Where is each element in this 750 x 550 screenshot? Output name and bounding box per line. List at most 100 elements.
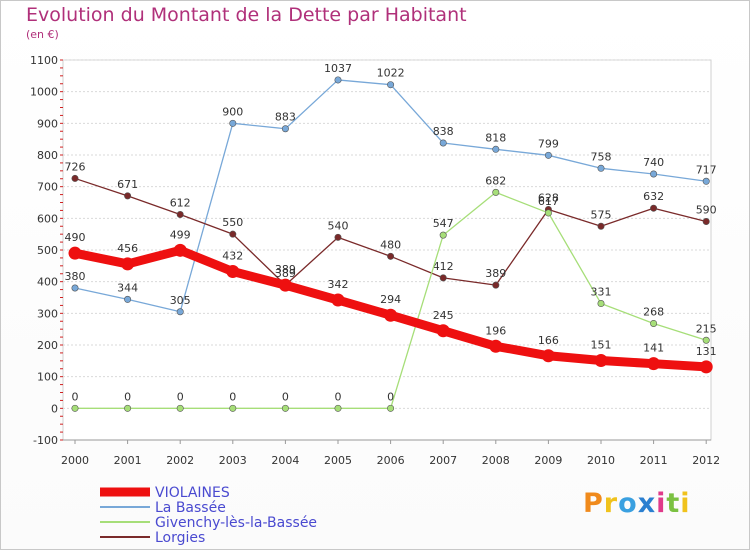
data-label-la-bass-e: 740	[643, 156, 664, 169]
data-point-violaines	[68, 246, 82, 260]
legend-label-givenchy-l-s-la-bass-e: Givenchy-lès-la-Bassée	[155, 515, 317, 531]
y-tick-label: 300	[37, 307, 58, 320]
data-point-givenchy-l-s-la-bass-e	[124, 404, 132, 412]
x-tick-label: 2002	[166, 454, 194, 467]
y-tick-label: 0	[51, 402, 58, 415]
chart-unit: (en €)	[26, 28, 59, 41]
data-label-lorgies: 550	[222, 216, 243, 229]
data-label-violaines: 499	[170, 228, 191, 241]
data-point-lorgies	[334, 233, 342, 241]
data-point-la-bass-e	[650, 170, 658, 178]
data-label-la-bass-e: 1022	[377, 67, 405, 80]
data-point-la-bass-e	[387, 81, 395, 89]
data-label-lorgies: 590	[696, 204, 717, 217]
data-point-lorgies	[71, 174, 79, 182]
data-point-la-bass-e	[439, 139, 447, 147]
data-label-givenchy-l-s-la-bass-e: 0	[124, 390, 131, 403]
data-point-la-bass-e	[492, 145, 500, 153]
data-label-la-bass-e: 717	[696, 163, 717, 176]
x-tick-label: 2010	[587, 454, 615, 467]
proxiti-logo: Proxiti	[583, 488, 691, 519]
data-point-la-bass-e	[71, 284, 79, 292]
y-tick-label: 1100	[30, 54, 58, 67]
data-point-violaines	[331, 293, 345, 307]
data-point-givenchy-l-s-la-bass-e	[650, 319, 658, 327]
data-point-violaines	[541, 349, 555, 363]
data-point-violaines	[278, 278, 292, 292]
data-point-givenchy-l-s-la-bass-e	[334, 404, 342, 412]
data-point-lorgies	[702, 218, 710, 226]
data-point-lorgies	[439, 274, 447, 282]
data-point-givenchy-l-s-la-bass-e	[71, 404, 79, 412]
data-label-lorgies: 575	[591, 208, 612, 221]
data-label-violaines: 131	[696, 345, 717, 358]
x-tick-label: 2001	[114, 454, 142, 467]
data-point-givenchy-l-s-la-bass-e	[281, 404, 289, 412]
y-tick-label: 400	[37, 276, 58, 289]
data-point-givenchy-l-s-la-bass-e	[387, 404, 395, 412]
data-point-violaines	[173, 243, 187, 257]
data-label-violaines: 151	[591, 339, 612, 352]
y-tick-label: 500	[37, 244, 58, 257]
data-label-lorgies: 671	[117, 178, 138, 191]
y-tick-label: 900	[37, 117, 58, 130]
data-point-la-bass-e	[229, 119, 237, 127]
data-label-lorgies: 632	[643, 190, 664, 203]
data-point-lorgies	[650, 204, 658, 212]
data-label-lorgies: 540	[328, 219, 349, 232]
data-label-violaines: 196	[485, 324, 506, 337]
data-label-givenchy-l-s-la-bass-e: 682	[485, 174, 506, 187]
data-label-la-bass-e: 344	[117, 281, 138, 294]
data-point-la-bass-e	[597, 164, 605, 172]
x-tick-label: 2006	[377, 454, 405, 467]
data-label-givenchy-l-s-la-bass-e: 0	[177, 390, 184, 403]
data-label-la-bass-e: 799	[538, 137, 559, 150]
data-point-violaines	[384, 308, 398, 322]
data-point-la-bass-e	[281, 125, 289, 133]
y-tick-label: 100	[37, 371, 58, 384]
chart-title: Evolution du Montant de la Dette par Hab…	[26, 4, 467, 26]
data-label-lorgies: 389	[485, 267, 506, 280]
data-label-la-bass-e: 305	[170, 294, 191, 307]
data-label-violaines: 432	[222, 250, 243, 263]
data-point-givenchy-l-s-la-bass-e	[176, 404, 184, 412]
data-label-givenchy-l-s-la-bass-e: 617	[538, 195, 559, 208]
data-label-violaines: 294	[380, 293, 401, 306]
data-point-violaines	[226, 265, 240, 279]
y-tick-label: 800	[37, 149, 58, 162]
data-point-lorgies	[176, 211, 184, 219]
y-tick-label: 700	[37, 181, 58, 194]
data-label-givenchy-l-s-la-bass-e: 331	[591, 286, 612, 299]
data-label-la-bass-e: 883	[275, 111, 296, 124]
data-point-violaines	[489, 339, 503, 353]
x-tick-label: 2005	[324, 454, 352, 467]
data-label-la-bass-e: 838	[433, 125, 454, 138]
data-label-lorgies: 389	[275, 267, 296, 280]
x-tick-label: 2008	[482, 454, 510, 467]
data-label-lorgies: 726	[65, 160, 86, 173]
data-point-givenchy-l-s-la-bass-e	[229, 404, 237, 412]
data-label-givenchy-l-s-la-bass-e: 0	[282, 390, 289, 403]
data-point-lorgies	[124, 192, 132, 200]
data-label-givenchy-l-s-la-bass-e: 547	[433, 217, 454, 230]
data-label-givenchy-l-s-la-bass-e: 0	[387, 390, 394, 403]
data-point-la-bass-e	[702, 177, 710, 185]
legend-label-lorgies: Lorgies	[155, 530, 205, 546]
data-label-violaines: 245	[433, 309, 454, 322]
x-tick-label: 2012	[692, 454, 720, 467]
data-label-givenchy-l-s-la-bass-e: 0	[72, 390, 79, 403]
y-tick-label: 200	[37, 339, 58, 352]
data-label-lorgies: 628	[538, 191, 559, 204]
y-tick-label: -100	[33, 434, 58, 447]
x-tick-label: 2007	[429, 454, 457, 467]
data-label-violaines: 141	[643, 342, 664, 355]
data-label-violaines: 490	[65, 231, 86, 244]
legend-label-la-bass-e: La Bassée	[155, 500, 226, 516]
data-point-la-bass-e	[334, 76, 342, 84]
data-label-la-bass-e: 818	[485, 131, 506, 144]
data-point-givenchy-l-s-la-bass-e	[492, 188, 500, 196]
data-label-la-bass-e: 900	[222, 105, 243, 118]
y-tick-label: 1000	[30, 86, 58, 99]
data-point-la-bass-e	[176, 308, 184, 316]
